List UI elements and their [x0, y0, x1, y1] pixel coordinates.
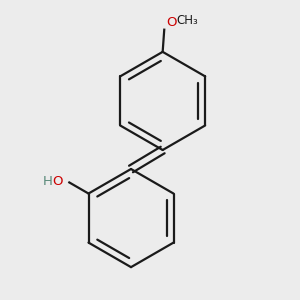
Text: O: O [166, 16, 176, 29]
Text: CH₃: CH₃ [176, 14, 198, 27]
Text: H: H [43, 175, 53, 188]
Text: O: O [52, 175, 62, 188]
